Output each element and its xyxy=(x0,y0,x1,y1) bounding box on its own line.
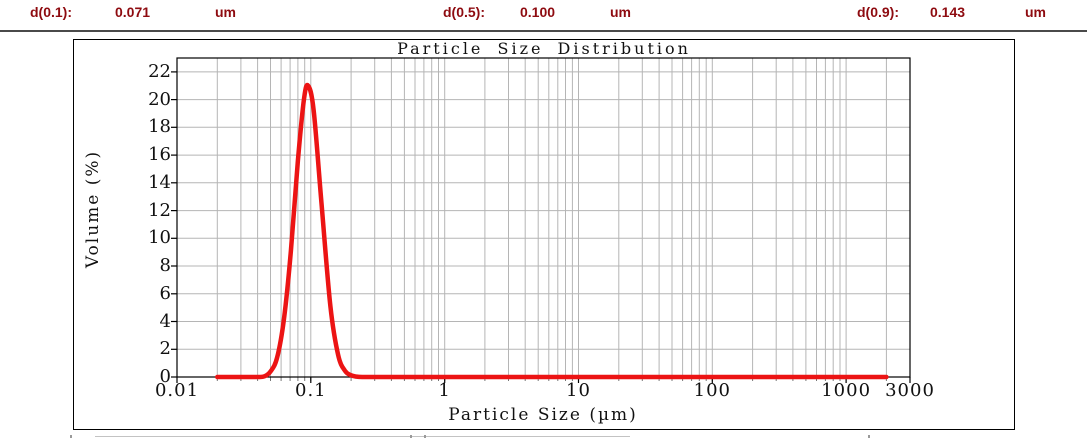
y-tick-label: 20 xyxy=(148,88,171,110)
chart-title: Particle Size Distribution xyxy=(397,39,691,58)
x-tick-label: 1000 xyxy=(821,380,872,401)
d90-unit: um xyxy=(1025,4,1046,20)
d50-unit: um xyxy=(610,4,631,20)
y-tick-label: 2 xyxy=(159,338,171,360)
d10-label: d(0.1): xyxy=(30,4,72,20)
y-tick-label: 22 xyxy=(148,60,171,82)
x-tick-label: 0.01 xyxy=(154,380,200,401)
x-tick-label: 3000 xyxy=(885,380,935,401)
y-axis-title: Volume (%) xyxy=(83,149,103,269)
chart-frame xyxy=(73,39,1015,430)
x-tick-label: 10 xyxy=(566,380,591,401)
x-tick-label: 0.1 xyxy=(295,380,327,401)
d90-label: d(0.9): xyxy=(857,4,899,20)
y-tick-label: 10 xyxy=(148,227,171,249)
table-fragment-tick xyxy=(410,435,412,438)
d50-label: d(0.5): xyxy=(443,4,485,20)
x-tick-label: 100 xyxy=(693,380,731,401)
table-fragment-tick xyxy=(424,435,426,438)
table-fragment-tick xyxy=(868,435,870,438)
d10-unit: um xyxy=(215,4,236,20)
y-tick-label: 4 xyxy=(159,310,171,332)
header-divider xyxy=(0,30,1087,32)
y-tick-label: 18 xyxy=(148,116,171,138)
table-fragment-tick xyxy=(70,435,72,438)
d90-value: 0.143 xyxy=(930,4,966,20)
d10-value: 0.071 xyxy=(115,4,151,20)
y-tick-label: 0 xyxy=(159,366,171,388)
y-tick-label: 12 xyxy=(148,199,171,221)
x-axis-title: Particle Size (µm) xyxy=(448,405,638,425)
table-fragment-line xyxy=(95,436,630,437)
y-tick-label: 14 xyxy=(148,171,171,193)
y-tick-label: 8 xyxy=(159,255,171,277)
y-tick-label: 6 xyxy=(159,282,171,304)
y-tick-label: 16 xyxy=(148,144,171,166)
x-tick-label: 1 xyxy=(438,380,451,401)
d50-value: 0.100 xyxy=(520,4,556,20)
